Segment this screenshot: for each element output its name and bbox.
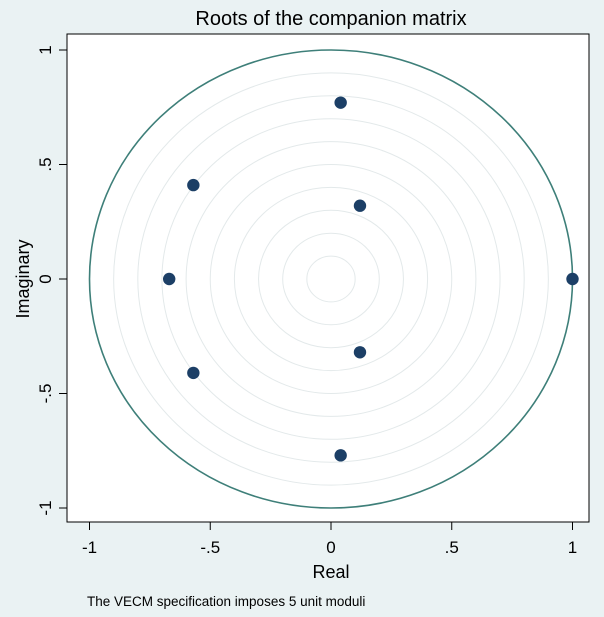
reference-circles <box>113 72 549 486</box>
x-tick-label: 0 <box>326 538 335 557</box>
root-point-4 <box>162 272 176 286</box>
y-tick-label: -1 <box>36 500 55 515</box>
reference-circle-1 <box>306 255 356 303</box>
x-tick-label: -1 <box>82 538 97 557</box>
reference-circle-5 <box>209 164 453 394</box>
y-tick-label: -.5 <box>36 384 55 404</box>
y-axis: -1 -.5 0 .5 1 <box>36 45 67 516</box>
reference-circle-4 <box>233 186 429 372</box>
x-axis-label: Real <box>312 562 349 582</box>
reference-circle-6 <box>185 141 477 417</box>
y-axis-label: Imaginary <box>13 239 33 318</box>
reference-circle-2 <box>282 232 380 326</box>
plot-area <box>66 33 590 523</box>
reference-circle-8 <box>137 95 525 463</box>
x-tick-label: 1 <box>568 538 577 557</box>
chart-title: Roots of the companion matrix <box>195 8 466 30</box>
root-point-1 <box>334 96 347 109</box>
x-axis: -1 -.5 0 .5 1 <box>82 522 577 557</box>
y-tick-label: 0 <box>36 274 55 283</box>
y-tick-label: 1 <box>36 45 55 54</box>
x-tick-label: -.5 <box>200 538 220 557</box>
root-points <box>162 96 579 462</box>
root-point-8 <box>334 449 347 462</box>
chart-note: The VECM specification imposes 5 unit mo… <box>87 594 365 609</box>
root-point-3 <box>353 199 367 212</box>
reference-circle-7 <box>161 118 501 440</box>
root-point-2 <box>187 178 200 192</box>
root-point-5 <box>566 272 579 286</box>
y-tick-label: .5 <box>36 157 55 171</box>
x-tick-label: .5 <box>445 538 459 557</box>
root-point-7 <box>187 366 200 380</box>
reference-circle-3 <box>258 209 404 349</box>
reference-circle-9 <box>113 72 549 486</box>
root-point-6 <box>353 346 367 359</box>
